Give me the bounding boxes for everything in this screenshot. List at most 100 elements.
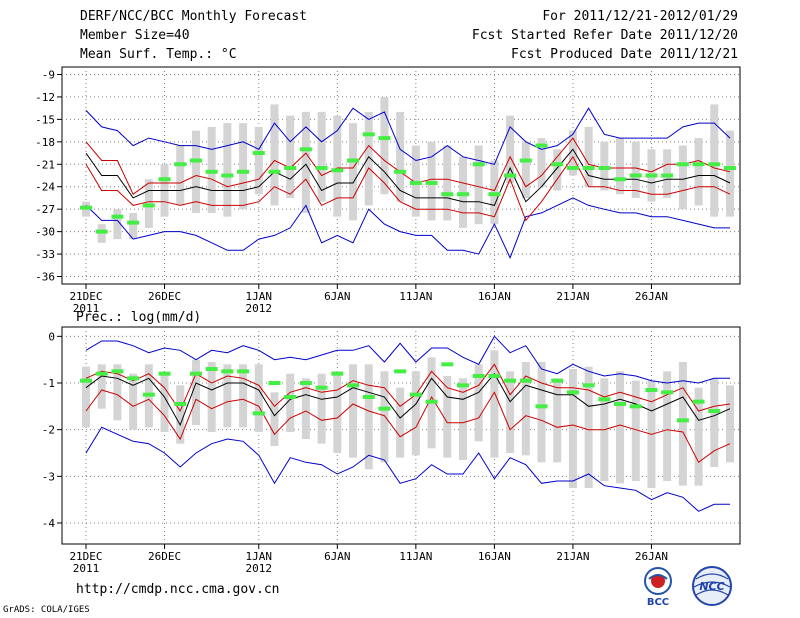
y-tick-label: -36 bbox=[35, 271, 55, 284]
observed-mark bbox=[111, 214, 124, 219]
observed-mark bbox=[331, 371, 344, 376]
precip-title: Prec.: log(mm/d) bbox=[76, 310, 201, 325]
spread-box bbox=[254, 126, 263, 195]
observed-mark bbox=[205, 367, 218, 371]
observed-mark bbox=[252, 411, 265, 416]
observed-mark bbox=[676, 162, 689, 167]
spread-box bbox=[474, 364, 483, 442]
observed-mark bbox=[472, 374, 485, 378]
ncc-logo-ring bbox=[692, 566, 732, 606]
observed-mark bbox=[629, 404, 642, 409]
spread-box bbox=[694, 387, 703, 486]
observed-mark bbox=[284, 166, 297, 171]
spread-box bbox=[710, 378, 719, 467]
y-tick-label: -3 bbox=[42, 470, 55, 483]
observed-mark bbox=[394, 369, 407, 374]
observed-mark bbox=[582, 383, 595, 388]
x-tick-label: 26JAN bbox=[635, 290, 668, 303]
spread-box bbox=[333, 115, 342, 217]
spread-box bbox=[349, 123, 358, 221]
observed-mark bbox=[299, 381, 312, 385]
observed-mark bbox=[80, 205, 92, 210]
y-tick-label: -4 bbox=[42, 517, 56, 530]
spread-box bbox=[286, 373, 295, 432]
min-line bbox=[85, 426, 730, 512]
spread-box bbox=[160, 373, 169, 432]
observed-mark bbox=[378, 136, 391, 141]
spread-box bbox=[584, 126, 593, 187]
observed-mark bbox=[362, 395, 375, 399]
y-tick-label: -12 bbox=[35, 91, 55, 104]
x-tick-label: 16JAN bbox=[478, 550, 511, 563]
spread-box bbox=[380, 371, 389, 463]
spread-box bbox=[223, 123, 232, 217]
spread-box bbox=[521, 362, 530, 456]
x-tick-label: 1JAN bbox=[246, 550, 273, 563]
observed-mark bbox=[488, 374, 501, 378]
lower-line bbox=[85, 155, 731, 222]
spread-box bbox=[584, 366, 593, 488]
mean-line bbox=[85, 372, 731, 427]
spread-box bbox=[663, 371, 672, 481]
observed-mark bbox=[519, 158, 532, 163]
observed-mark bbox=[566, 166, 579, 171]
x-tick-label: 6JAN bbox=[324, 290, 351, 303]
forecast-period: For 2011/12/21-2012/01/29 bbox=[542, 9, 738, 24]
observed-mark bbox=[189, 158, 202, 163]
observed-mark bbox=[551, 378, 564, 383]
spread-box bbox=[631, 141, 640, 198]
observed-mark bbox=[158, 371, 171, 376]
observed-mark bbox=[378, 406, 391, 411]
spread-box bbox=[411, 371, 420, 456]
observed-mark bbox=[425, 180, 438, 185]
observed-mark bbox=[535, 143, 548, 148]
upper-line bbox=[85, 137, 731, 195]
y-tick-label: -18 bbox=[35, 136, 55, 149]
y-tick-label: -15 bbox=[35, 113, 55, 126]
y-tick-label: -1 bbox=[42, 377, 55, 390]
spread-box bbox=[490, 350, 499, 458]
spread-box bbox=[270, 104, 279, 206]
x-tick-label: 16JAN bbox=[478, 290, 511, 303]
y-tick-label: -21 bbox=[35, 158, 55, 171]
x-tick-label: 6JAN bbox=[324, 550, 351, 563]
spread-box bbox=[380, 96, 389, 195]
observed-mark bbox=[645, 173, 658, 178]
member-size: Member Size=40 bbox=[80, 28, 190, 43]
min-line bbox=[85, 197, 730, 260]
observed-mark bbox=[268, 381, 281, 385]
spread-box bbox=[239, 123, 248, 210]
x-tick-label: 21DEC bbox=[69, 550, 102, 563]
spread-box bbox=[506, 115, 515, 183]
forecast-produced: Fcst Produced Date 2011/12/21 bbox=[511, 47, 738, 62]
spread-box bbox=[396, 387, 405, 458]
plot-frame bbox=[61, 66, 741, 285]
spread-box bbox=[364, 111, 373, 206]
y-tick-label: 0 bbox=[48, 330, 55, 343]
observed-mark bbox=[111, 369, 124, 374]
observed-mark bbox=[614, 402, 627, 406]
spread-box bbox=[568, 130, 577, 176]
observed-mark bbox=[315, 385, 328, 390]
bcc-logo-text: BCC bbox=[647, 597, 669, 607]
y-tick-label: -27 bbox=[35, 203, 55, 216]
spread-box bbox=[443, 145, 452, 221]
spread-box bbox=[113, 364, 122, 421]
observed-mark bbox=[676, 418, 689, 423]
observed-mark bbox=[598, 166, 611, 171]
y-tick-label: -9 bbox=[42, 68, 55, 81]
ncc-logo: NCC bbox=[692, 566, 732, 606]
ncc-logo-text: NCC bbox=[699, 580, 724, 593]
spread-box bbox=[113, 209, 122, 240]
spread-box bbox=[239, 364, 248, 428]
spread-box bbox=[317, 373, 326, 444]
spread-box bbox=[537, 362, 546, 463]
max-line bbox=[85, 107, 731, 165]
observed-mark bbox=[504, 378, 517, 383]
y-tick-label: -2 bbox=[42, 424, 55, 437]
spread-box bbox=[223, 364, 232, 428]
observed-mark bbox=[331, 168, 344, 173]
lower-line bbox=[85, 389, 731, 464]
plot-frame bbox=[61, 326, 741, 545]
source-url[interactable]: http://cmdp.ncc.cma.gov.cn bbox=[76, 582, 280, 597]
